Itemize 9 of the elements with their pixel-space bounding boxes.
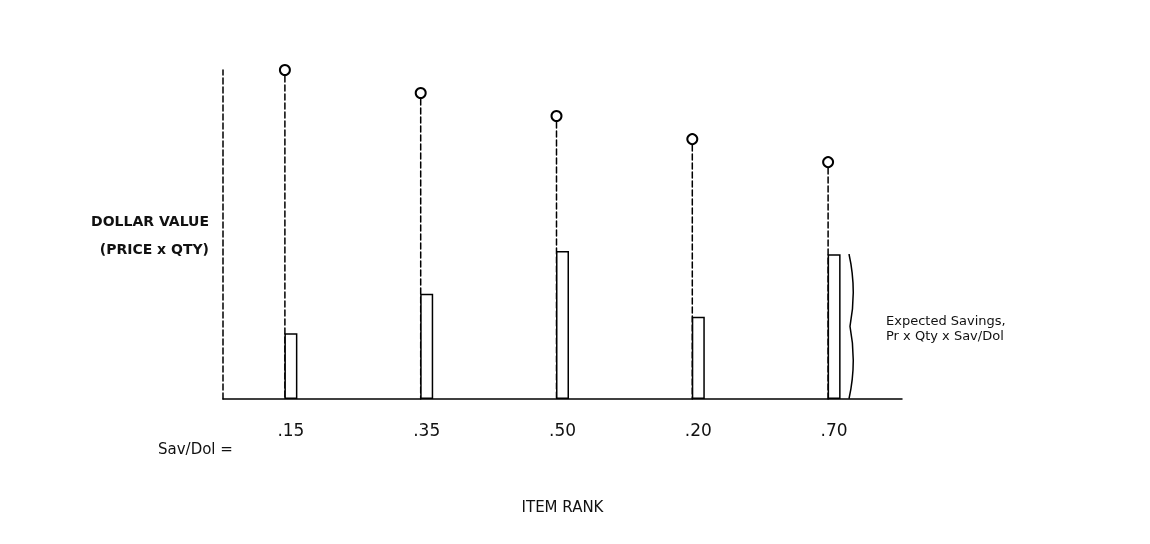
x-tick-label: .70 [820, 419, 848, 440]
text: Sav/Dol = [158, 439, 233, 458]
x-tick-label: .15 [277, 419, 305, 440]
x-tick-label: .20 [684, 419, 712, 440]
x-tick-label: .35 [413, 419, 441, 440]
y-axis-title: DOLLAR VALUE (PRICE x QTY) [91, 212, 209, 257]
x-axis-title: ITEM RANK [521, 497, 605, 516]
x-tick-label: .50 [548, 419, 577, 440]
annotation: Expected Savings, Pr x Qty x Sav/Dol [886, 313, 1006, 343]
